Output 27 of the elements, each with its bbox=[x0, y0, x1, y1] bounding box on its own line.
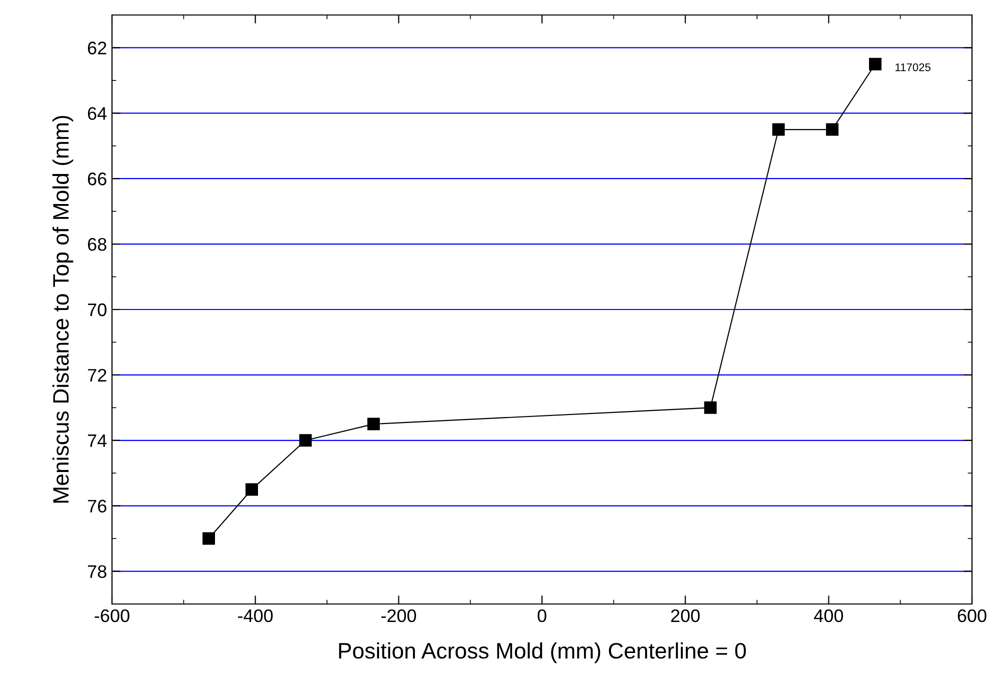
x-axis-title: Position Across Mold (mm) Centerline = 0 bbox=[339, 642, 746, 664]
point bbox=[869, 58, 882, 70]
x-tick-label: 400 bbox=[814, 609, 844, 622]
y-axis-title: Meniscus Distance to Top of Mold (mm) bbox=[52, 116, 74, 503]
y-tick-label: 64 bbox=[88, 107, 107, 120]
x-tick-label: 200 bbox=[671, 609, 700, 622]
point bbox=[246, 483, 258, 496]
y-tick-label: 62 bbox=[88, 42, 106, 54]
y-tick-label: 66 bbox=[88, 172, 106, 186]
x-tick-label: -600 bbox=[94, 609, 130, 622]
y-tick-label: 76 bbox=[88, 500, 106, 513]
point bbox=[202, 532, 215, 545]
series-label: 117025 bbox=[896, 63, 930, 72]
point bbox=[826, 123, 838, 136]
x-tick-label: -400 bbox=[238, 609, 273, 622]
y-tick-label: 74 bbox=[88, 434, 107, 447]
point bbox=[367, 418, 380, 430]
y-tick-label: 70 bbox=[88, 303, 106, 316]
y-tick-label: 72 bbox=[88, 368, 106, 382]
x-tick-label: 0 bbox=[538, 609, 546, 622]
point bbox=[704, 401, 717, 414]
y-tick-label: 68 bbox=[88, 238, 106, 251]
y-tick-label: 78 bbox=[88, 565, 106, 578]
x-tick-label: -200 bbox=[381, 609, 416, 622]
point bbox=[772, 123, 785, 136]
point bbox=[299, 434, 312, 447]
x-tick-label: 600 bbox=[958, 609, 986, 622]
